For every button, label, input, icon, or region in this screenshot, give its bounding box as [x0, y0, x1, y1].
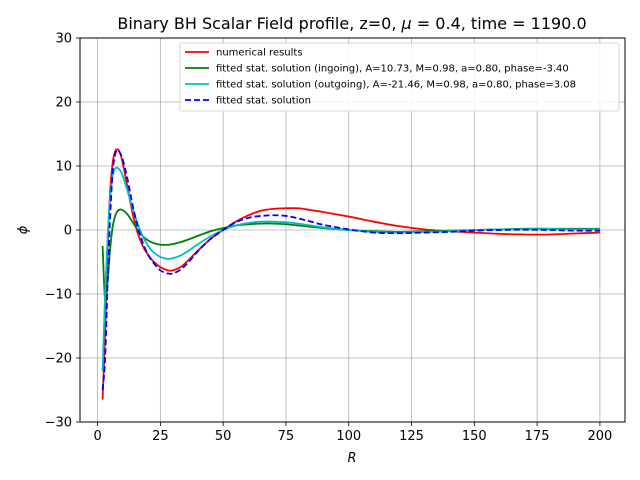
- y-tick-label: −20: [45, 352, 72, 367]
- x-tick-label: 125: [399, 429, 424, 444]
- x-tick-label: 175: [525, 429, 550, 444]
- legend: numerical results fitted stat. solution (…: [179, 42, 620, 112]
- y-tick-label: 10: [55, 160, 72, 175]
- legend-label-4: fitted stat. solution: [216, 96, 311, 107]
- title-part-mu: μ: [401, 14, 412, 33]
- title-part-1: Binary BH Scalar Field profile, z=0,: [117, 14, 401, 33]
- legend-label-3: fitted stat. solution (outgoing), A=-21.…: [216, 80, 576, 91]
- title-part-2: = 0.4, time = 1190.0: [412, 14, 587, 33]
- x-tick-label: 75: [278, 429, 295, 444]
- chart-title: Binary BH Scalar Field profile, z=0, μ =…: [117, 14, 586, 33]
- x-tick-label: 150: [462, 429, 487, 444]
- x-tick-label: 100: [336, 429, 361, 444]
- legend-box: [179, 42, 620, 112]
- series-line-4: [101, 149, 600, 391]
- y-axis-label: ϕ: [16, 225, 31, 234]
- x-tick-label: 0: [93, 429, 101, 444]
- x-tick-label: 200: [587, 429, 612, 444]
- x-tick-label: 50: [215, 429, 232, 444]
- plot-series: [101, 148, 600, 400]
- y-tick-label: −30: [45, 416, 72, 431]
- y-tick-label: 0: [64, 224, 72, 239]
- y-tick-label: −10: [45, 288, 72, 303]
- axis-ticks: 0 25 50 75 100 125 150 175 200 −30 −20 −10 0 10 20 30: [45, 32, 613, 445]
- y-tick-label: 20: [55, 96, 72, 111]
- x-tick-label: 25: [152, 429, 169, 444]
- x-axis-label: R: [347, 451, 356, 466]
- legend-label-2: fitted stat. solution (ingoing), A=10.73…: [216, 64, 569, 75]
- y-tick-label: 30: [55, 32, 72, 47]
- legend-label-1: numerical results: [216, 48, 303, 59]
